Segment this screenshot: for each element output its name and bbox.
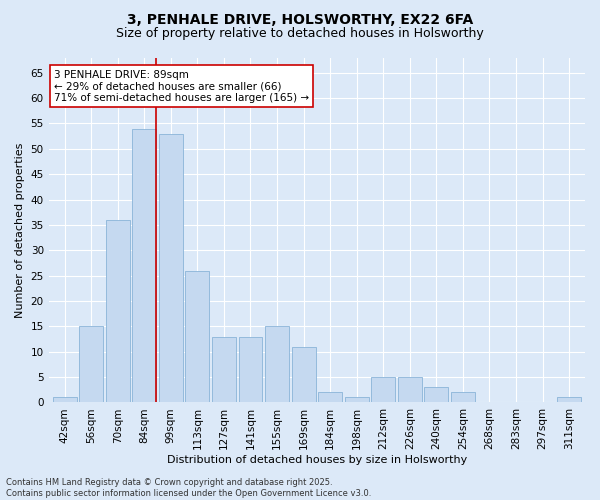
Bar xyxy=(424,387,448,402)
Bar xyxy=(398,377,422,402)
Bar xyxy=(53,398,77,402)
Bar xyxy=(133,128,156,402)
Bar xyxy=(185,270,209,402)
Bar xyxy=(318,392,342,402)
Bar xyxy=(212,336,236,402)
Text: Size of property relative to detached houses in Holsworthy: Size of property relative to detached ho… xyxy=(116,28,484,40)
Bar xyxy=(451,392,475,402)
Bar xyxy=(239,336,262,402)
Bar xyxy=(345,398,368,402)
Bar xyxy=(265,326,289,402)
Bar xyxy=(79,326,103,402)
Text: 3 PENHALE DRIVE: 89sqm
← 29% of detached houses are smaller (66)
71% of semi-det: 3 PENHALE DRIVE: 89sqm ← 29% of detached… xyxy=(54,70,309,103)
Text: 3, PENHALE DRIVE, HOLSWORTHY, EX22 6FA: 3, PENHALE DRIVE, HOLSWORTHY, EX22 6FA xyxy=(127,12,473,26)
X-axis label: Distribution of detached houses by size in Holsworthy: Distribution of detached houses by size … xyxy=(167,455,467,465)
Bar xyxy=(292,346,316,403)
Text: Contains HM Land Registry data © Crown copyright and database right 2025.
Contai: Contains HM Land Registry data © Crown c… xyxy=(6,478,371,498)
Y-axis label: Number of detached properties: Number of detached properties xyxy=(15,142,25,318)
Bar xyxy=(159,134,183,402)
Bar xyxy=(371,377,395,402)
Bar xyxy=(106,220,130,402)
Bar xyxy=(557,398,581,402)
